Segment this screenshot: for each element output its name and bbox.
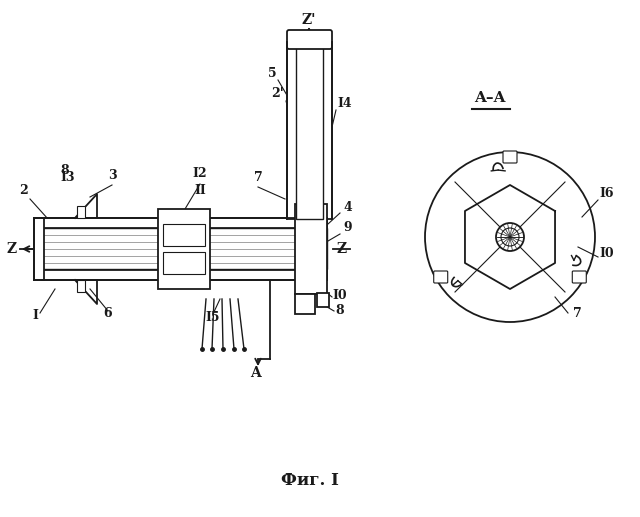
Bar [77, 280, 85, 292]
Text: A–A: A–A [474, 91, 506, 105]
Bar [296, 47, 323, 219]
Circle shape [425, 152, 595, 322]
Circle shape [496, 223, 524, 251]
Text: Z: Z [337, 242, 347, 256]
Bar [295, 204, 327, 294]
Text: I2: I2 [193, 167, 207, 180]
Text: 8: 8 [61, 164, 69, 177]
Text: A: A [250, 366, 260, 380]
Bar [317, 293, 329, 307]
FancyBboxPatch shape [434, 271, 448, 283]
Bar [42, 270, 327, 280]
Text: Z': Z' [301, 13, 316, 27]
Text: Фиг. I: Фиг. I [281, 472, 339, 489]
Bar [163, 252, 205, 274]
Text: Z: Z [7, 242, 17, 256]
Bar [42, 218, 327, 228]
Text: I0: I0 [333, 289, 348, 302]
Bar [158, 209, 210, 289]
Text: 7: 7 [573, 307, 581, 320]
Circle shape [501, 228, 519, 246]
Text: I0: I0 [600, 247, 614, 260]
Text: I4: I4 [338, 97, 352, 110]
FancyBboxPatch shape [503, 151, 517, 163]
Bar [42, 228, 327, 269]
Text: I: I [32, 309, 38, 322]
Text: I3: I3 [61, 171, 76, 184]
Bar [77, 206, 85, 218]
FancyBboxPatch shape [572, 271, 586, 283]
Bar [34, 218, 44, 280]
Bar [295, 294, 315, 314]
Text: 4: 4 [344, 201, 353, 214]
Text: 6: 6 [104, 307, 112, 320]
Text: I6: I6 [600, 187, 614, 200]
Text: 9: 9 [344, 221, 352, 234]
Text: 7: 7 [253, 171, 262, 184]
Text: 2': 2' [271, 87, 284, 100]
Text: 5: 5 [268, 67, 276, 80]
FancyBboxPatch shape [287, 30, 332, 49]
Bar [287, 42, 332, 219]
Text: 3: 3 [108, 169, 116, 182]
Text: II: II [194, 184, 206, 197]
Bar [163, 224, 205, 246]
Text: 2: 2 [20, 184, 28, 197]
Text: 8: 8 [336, 304, 344, 317]
Text: I5: I5 [205, 311, 220, 324]
